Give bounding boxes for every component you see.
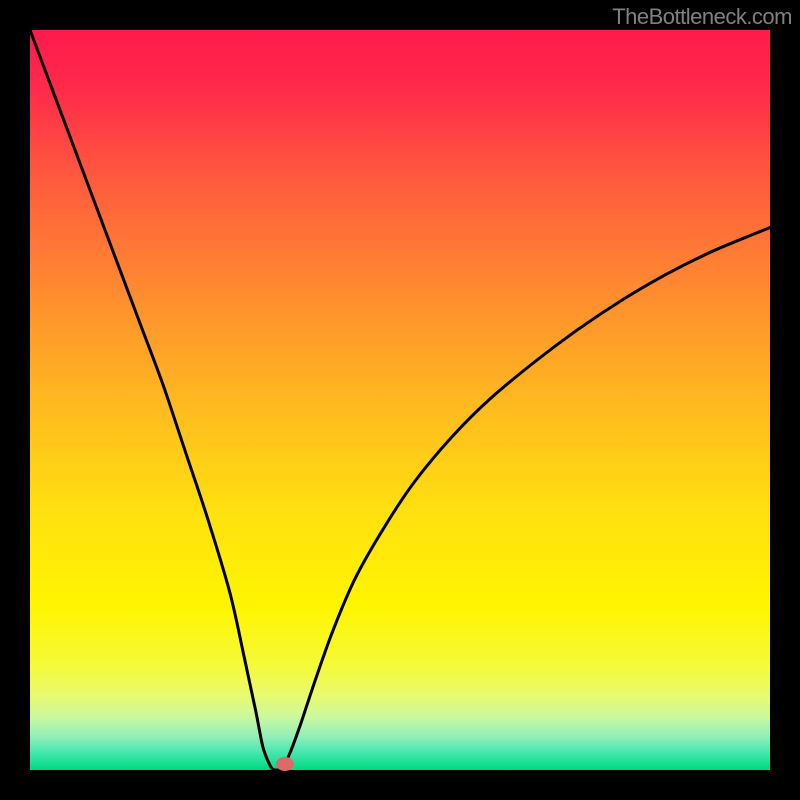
watermark-text: TheBottleneck.com [612,4,792,30]
curve-left-branch [30,30,274,770]
plot-area [30,30,770,770]
curve-right-branch [274,228,770,770]
gradient-background [30,30,770,770]
bottleneck-curve [30,30,770,770]
chart-container: TheBottleneck.com [0,0,800,800]
optimal-point-marker [276,757,294,771]
